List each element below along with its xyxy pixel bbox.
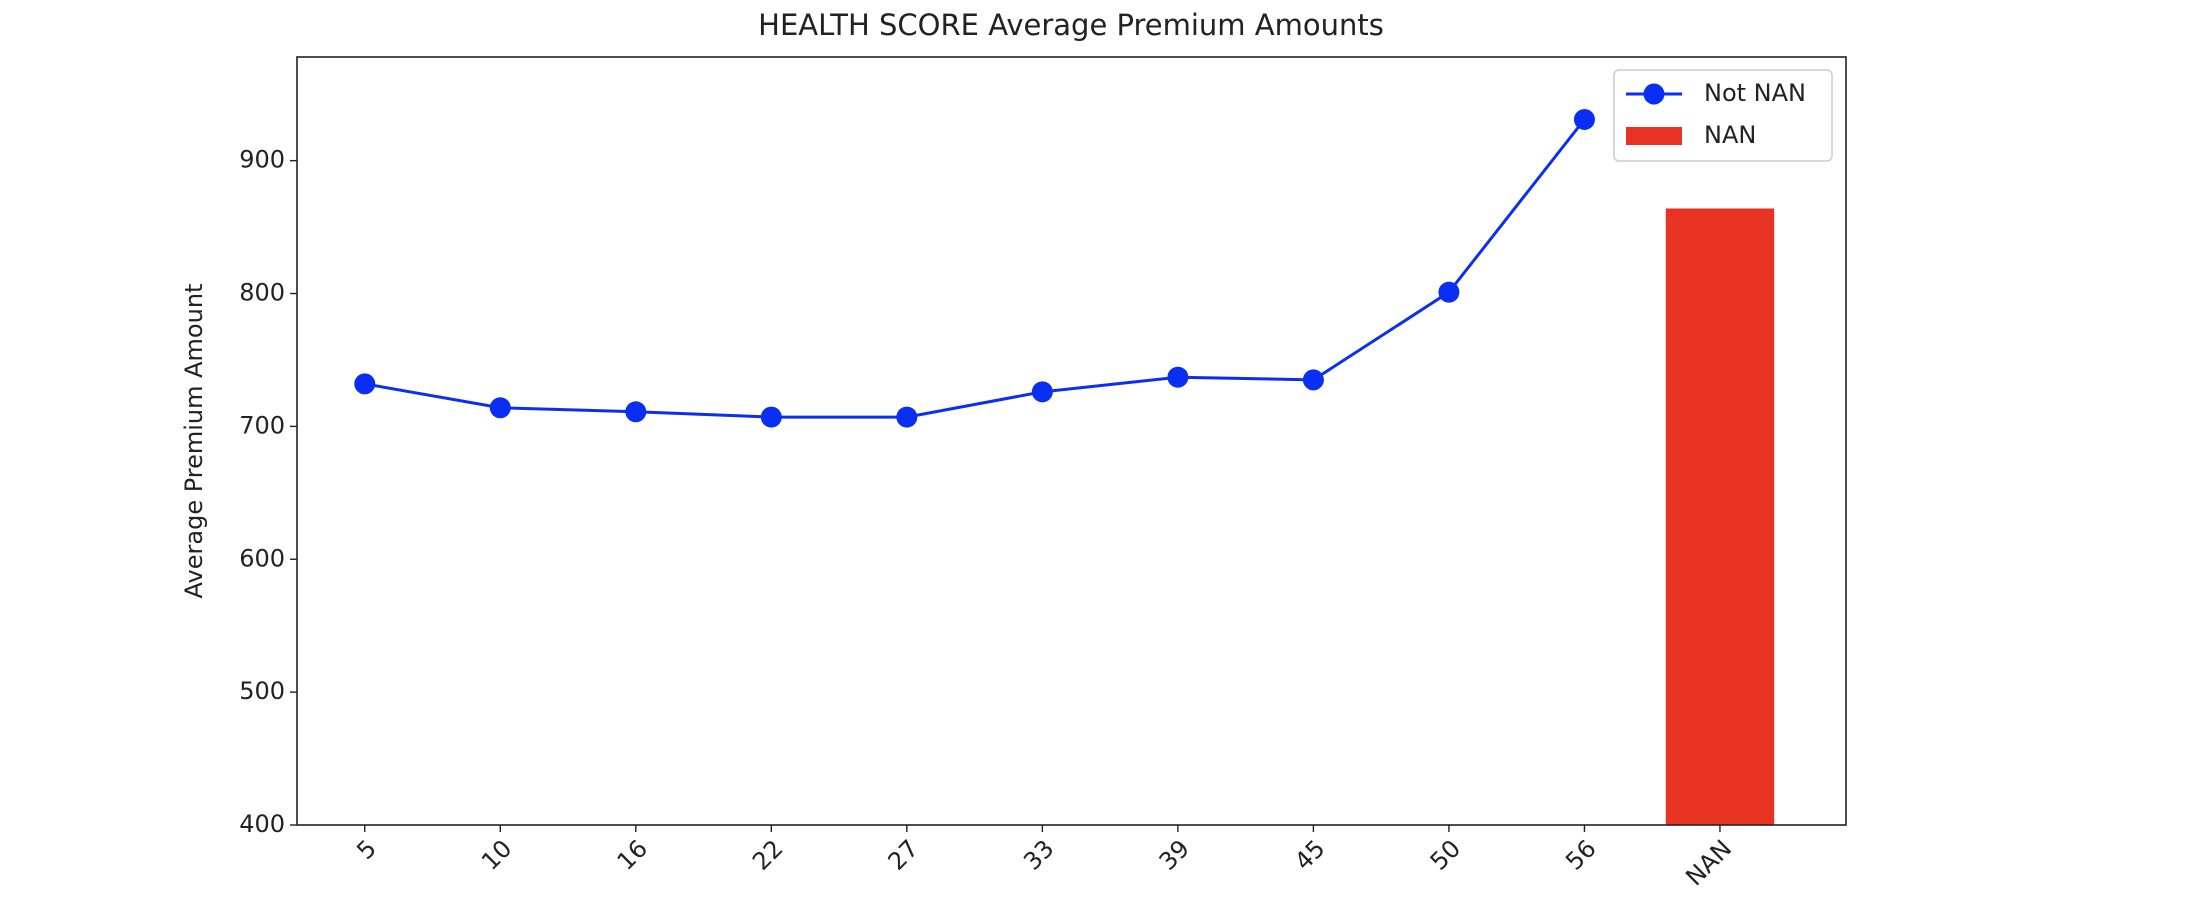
point: [896, 406, 918, 428]
y-tick-label: 500: [239, 677, 285, 705]
point: [354, 373, 376, 395]
legend-swatch: [1626, 127, 1682, 145]
x-tick-label: 27: [883, 834, 924, 875]
x-tick-label: 22: [747, 834, 788, 875]
y-tick-label: 900: [239, 146, 285, 174]
x-tick-label: 56: [1560, 834, 1601, 875]
y-tick-label: 600: [239, 544, 285, 572]
point: [1573, 108, 1595, 130]
x-tick-label: 50: [1425, 834, 1466, 875]
y-tick-label: 800: [239, 279, 285, 307]
x-tick-label: NAN: [1680, 834, 1737, 891]
x-tick-label: 10: [476, 834, 517, 875]
point: [1302, 369, 1324, 391]
bar: [1665, 208, 1775, 825]
chart-title: HEALTH SCORE Average Premium Amounts: [758, 8, 1384, 42]
plot-frame: [296, 56, 1847, 826]
point: [1031, 381, 1053, 403]
point: [1438, 281, 1460, 303]
line: [364, 118, 1586, 419]
legend: Not NAN NAN: [1613, 69, 1833, 162]
x-tick-label: 45: [1289, 834, 1330, 875]
y-tick-label: 400: [239, 810, 285, 838]
legend-marker: [1643, 83, 1665, 105]
y-tick-label: 700: [239, 411, 285, 439]
x-tick-label: 33: [1018, 834, 1059, 875]
x-tick-label: 16: [612, 834, 653, 875]
point: [625, 401, 647, 423]
point: [760, 406, 782, 428]
legend-label: Not NAN: [1704, 79, 1806, 107]
x-tick-label: 5: [351, 834, 382, 865]
y-axis-label: Average Premium Amount: [180, 284, 208, 599]
x-tick-label: 39: [1154, 834, 1195, 875]
point: [1167, 366, 1189, 388]
point: [489, 397, 511, 419]
legend-label: NAN: [1704, 121, 1756, 149]
